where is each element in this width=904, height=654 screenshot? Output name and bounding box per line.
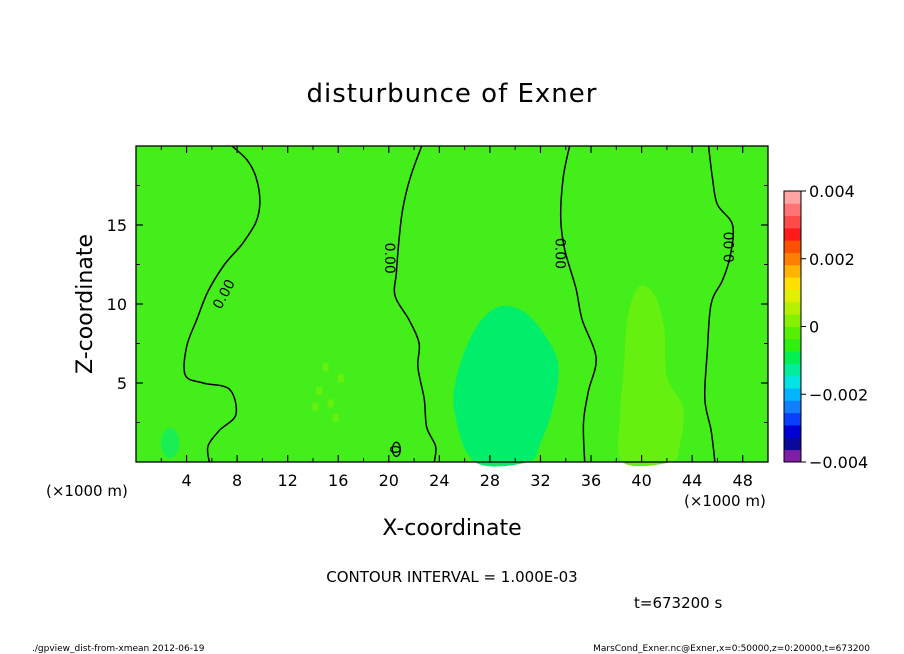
contour-label-4: 0.00 [722, 232, 738, 263]
contour-label-small: 0 [388, 445, 404, 454]
zero-contour-line-1 [183, 145, 261, 463]
colorbar-label-1: −0.002 [809, 385, 868, 404]
colorbar-swatch-16 [784, 252, 801, 266]
x-tick-label-4: 4 [181, 471, 191, 490]
colorbar-swatch-17 [784, 240, 801, 253]
footer-left: ./gpview_dist-from-xmean 2012-06-19 [32, 644, 205, 654]
colorbar-swatch-0 [784, 449, 801, 463]
positive-anomaly-region [618, 285, 684, 467]
positive-speckle-0 [316, 386, 323, 395]
small-negative-region [161, 428, 180, 459]
colorbar-swatch-3 [784, 412, 801, 426]
colorbar-swatch-1 [784, 437, 801, 451]
x-tick-label-20: 20 [379, 471, 399, 490]
x-axis-label: X-coordinate [382, 516, 521, 541]
filled-contour-field [136, 146, 768, 467]
contour-label-2: 0.00 [381, 243, 397, 274]
colorbar-swatch-11 [784, 314, 801, 327]
colorbar-swatch-12 [784, 301, 801, 315]
colorbar-swatch-2 [784, 425, 801, 438]
colorbar-swatch-9 [784, 338, 801, 352]
colorbar-swatch-6 [784, 375, 801, 389]
colorbar-swatch-21 [784, 191, 801, 204]
contour-interval-text: CONTOUR INTERVAL = 1.000E-03 [326, 568, 577, 586]
x-tick-label-28: 28 [480, 471, 500, 490]
colorbar-swatch-4 [784, 400, 801, 414]
colorbar-label-2: 0 [809, 318, 819, 337]
x-tick-label-8: 8 [232, 471, 242, 490]
z-unit-label: (×1000 m) [46, 482, 128, 500]
positive-speckle-3 [337, 374, 344, 383]
x-tick-label-44: 44 [682, 471, 702, 490]
y-tick-label-10: 10 [107, 295, 127, 314]
colorbar-label-4: 0.004 [809, 182, 855, 201]
zero-contour-line-4 [703, 145, 735, 463]
x-tick-label-40: 40 [631, 471, 651, 490]
colorbar-swatch-8 [784, 351, 801, 364]
small-zero-contour [391, 441, 402, 458]
positive-speckle-2 [327, 399, 334, 408]
x-tick-label-48: 48 [733, 471, 753, 490]
zero-contour-line-3 [559, 145, 597, 463]
y-tick-label-15: 15 [107, 216, 127, 235]
colorbar-swatch-19 [784, 215, 801, 229]
x-tick-label-24: 24 [429, 471, 449, 490]
colorbar-label-3: 0.002 [809, 250, 855, 269]
colorbar: −0.004 −0.002 0 0.002 0.004 [783, 182, 868, 472]
contour-label-3: 0.00 [551, 238, 567, 269]
x-unit-label: (×1000 m) [684, 492, 766, 510]
x-tick-label-16: 16 [328, 471, 348, 490]
chart-title: disturbunce of Exner [307, 79, 598, 109]
x-tick-label-36: 36 [581, 471, 601, 490]
colorbar-swatch-7 [784, 363, 801, 377]
colorbar-swatch-13 [784, 289, 801, 303]
positive-speckle-5 [332, 413, 339, 422]
colorbar-swatch-15 [784, 264, 801, 278]
colorbar-label-0: −0.004 [809, 453, 868, 472]
positive-speckle-4 [312, 402, 319, 411]
y-axis-label: Z-coordinate [73, 234, 98, 374]
x-axis-ticks: 4 8 12 16 20 24 28 32 36 40 44 48 [160, 146, 753, 490]
positive-speckle-1 [322, 363, 329, 372]
contour-lines [183, 145, 735, 463]
colorbar-swatch-10 [784, 326, 801, 340]
colorbar-swatch-5 [784, 388, 801, 401]
negative-anomaly-region [453, 305, 559, 467]
x-tick-label-12: 12 [278, 471, 298, 490]
y-axis-ticks: 5 10 15 [107, 185, 768, 423]
colorbar-swatch-14 [784, 277, 801, 290]
time-text: t=673200 s [634, 594, 722, 612]
colorbar-swatch-20 [784, 203, 801, 217]
zero-contour-line-2 [393, 145, 437, 463]
y-tick-label-5: 5 [117, 374, 127, 393]
x-tick-label-32: 32 [530, 471, 550, 490]
footer-right: MarsCond_Exner.nc@Exner,x=0:50000,z=0:20… [593, 644, 870, 654]
colorbar-swatch-18 [784, 227, 801, 241]
